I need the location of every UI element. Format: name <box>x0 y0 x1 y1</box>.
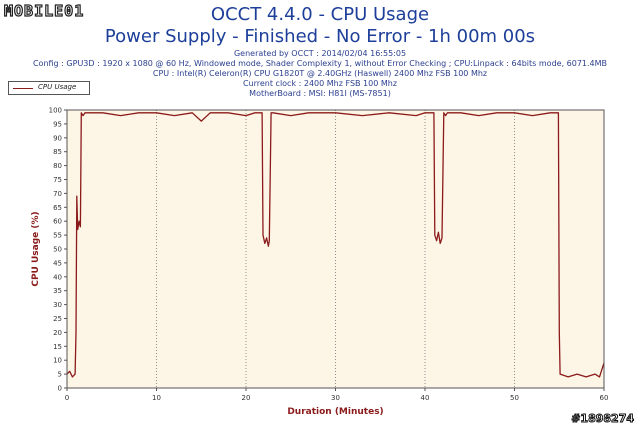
config-info: Config : GPU3D : 1920 x 1080 @ 60 Hz, Wi… <box>32 59 608 68</box>
y-tick-label: 65 <box>53 204 62 212</box>
y-tick-label: 60 <box>53 218 62 226</box>
y-axis-label: CPU Usage (%) <box>31 211 41 286</box>
legend: CPU Usage <box>8 81 90 95</box>
chart-title: OCCT 4.4.0 - CPU Usage <box>210 4 430 25</box>
x-tick-label: 30 <box>331 394 340 402</box>
y-tick-label: 100 <box>49 107 62 115</box>
cpu-info: CPU : Intel(R) Celeron(R) CPU G1820T @ 2… <box>152 69 488 78</box>
y-axis-ticks: 0 5 10 15 20 25 30 35 40 45 50 55 60 65 70 75 80 85 90 95 10… <box>49 107 67 393</box>
y-tick-label: 5 <box>58 371 62 379</box>
x-tick-label: 0 <box>65 394 69 402</box>
y-tick-label: 95 <box>53 120 62 128</box>
y-tick-label: 80 <box>53 162 62 170</box>
y-tick-label: 90 <box>53 134 62 142</box>
y-tick-label: 35 <box>53 287 62 295</box>
legend-line-swatch <box>13 88 33 89</box>
motherboard-info: MotherBoard : MSI: H81I (MS-7851) <box>249 89 391 98</box>
x-axis-ticks: 0 10 20 30 40 50 60 <box>65 388 609 402</box>
series-line-cpu-usage <box>66 112 605 378</box>
series-layer <box>66 112 605 378</box>
mobile01-logo: MOBILE01 <box>3 1 128 24</box>
y-tick-label: 20 <box>53 329 62 337</box>
x-tick-label: 50 <box>510 394 519 402</box>
plot-frame <box>66 109 605 389</box>
y-tick-label: 40 <box>53 273 62 281</box>
y-tick-label: 45 <box>53 259 62 267</box>
y-tick-label: 30 <box>53 301 62 309</box>
y-tick-label: 10 <box>53 357 62 365</box>
grid-lines <box>156 110 515 388</box>
y-tick-label: 55 <box>53 232 62 240</box>
x-tick-label: 10 <box>152 394 161 402</box>
x-tick-label: 60 <box>600 394 609 402</box>
y-tick-label: 15 <box>53 343 62 351</box>
clock-info: Current clock : 2400 Mhz FSB 100 Mhz <box>242 79 398 88</box>
legend-label: CPU Usage <box>38 83 77 91</box>
watermark-id: #1898274 <box>571 412 635 426</box>
chart-subtitle: Power Supply - Finished - No Error - 1h … <box>104 26 536 47</box>
y-tick-label: 25 <box>53 315 62 323</box>
y-tick-label: 0 <box>58 385 62 393</box>
y-tick-label: 85 <box>53 148 62 156</box>
x-axis-label: Duration (Minutes) <box>287 407 383 417</box>
generated-info: Generated by OCCT : 2014/02/04 16:55:05 <box>233 49 407 58</box>
y-tick-label: 50 <box>53 246 62 254</box>
y-tick-label: 70 <box>53 190 62 198</box>
logo-text: MOBILE01 <box>3 1 85 20</box>
y-tick-label: 75 <box>53 176 62 184</box>
x-tick-label: 40 <box>421 394 430 402</box>
x-tick-label: 20 <box>242 394 251 402</box>
